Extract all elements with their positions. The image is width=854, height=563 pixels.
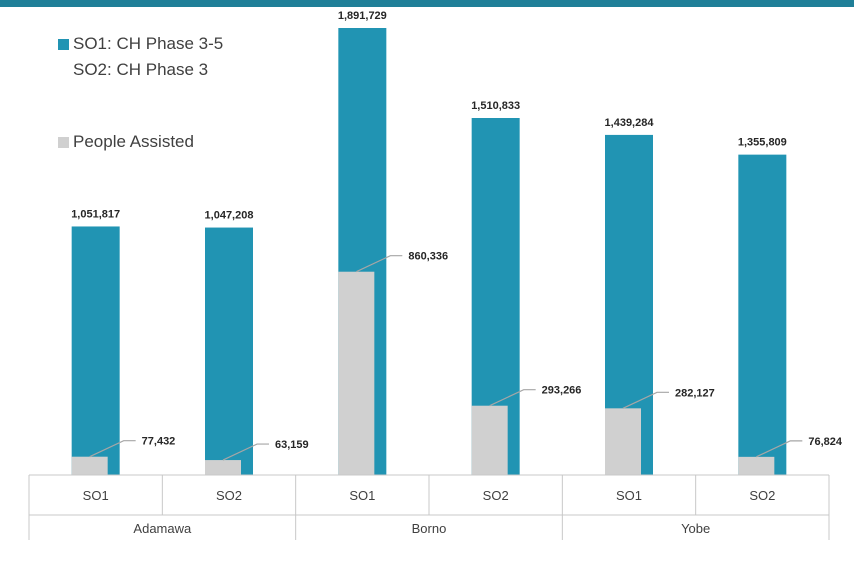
data-label-series1: 1,355,809 [738, 137, 787, 149]
data-label-series2: 63,159 [275, 439, 309, 451]
bar-series1 [71, 226, 120, 475]
bar-series1 [738, 154, 787, 475]
x-group-label: Borno [412, 521, 447, 536]
legend-label-series1-line1: SO1: CH Phase 3-5 [73, 34, 224, 53]
x-tick-label: SO2 [749, 488, 775, 503]
bar-series2 [205, 460, 241, 475]
data-label-series1: 1,051,817 [71, 208, 120, 220]
legend-label-series1-line2: SO2: CH Phase 3 [73, 60, 209, 79]
x-tick-label: SO2 [216, 488, 242, 503]
data-label-series2: 76,824 [808, 436, 843, 448]
data-label-series2: 282,127 [675, 387, 715, 399]
data-label-series2: 77,432 [142, 436, 176, 448]
bar-series2 [71, 456, 108, 475]
leader-line [622, 391, 669, 409]
bar-series2 [605, 408, 641, 475]
data-label-series1: 1,439,284 [605, 117, 655, 129]
leader-line [89, 440, 136, 458]
bar-series2 [338, 271, 375, 475]
bar-series2 [738, 456, 775, 475]
x-group-label: Yobe [681, 521, 710, 536]
legend-item-series1: SO1: CH Phase 3-5 [58, 34, 223, 54]
x-tick-label: SO2 [483, 488, 509, 503]
x-tick-label: SO1 [616, 488, 642, 503]
data-label-series1: 1,891,729 [338, 10, 387, 22]
bar-series1 [205, 227, 253, 475]
legend-item-series1-line2: SO2: CH Phase 3 [58, 60, 208, 80]
legend-swatch-series1 [58, 38, 69, 50]
x-tick-label: SO1 [349, 488, 375, 503]
x-group-label: Adamawa [133, 521, 192, 536]
leader-line [756, 440, 803, 458]
data-label-series1: 1,047,208 [205, 210, 254, 222]
leader-line [356, 255, 403, 273]
data-label-series2: 860,336 [408, 251, 448, 263]
data-label-series1: 1,510,833 [471, 100, 520, 112]
x-tick-label: SO1 [83, 488, 109, 503]
legend-label-series2: People Assisted [73, 132, 194, 151]
legend-swatch-series2 [58, 136, 69, 148]
top-accent-band [0, 0, 854, 7]
data-label-series2: 293,266 [542, 385, 582, 397]
legend-item-series2: People Assisted [58, 132, 194, 152]
leader-line [222, 443, 269, 461]
bar-series2 [471, 405, 508, 475]
leader-line [489, 389, 536, 407]
